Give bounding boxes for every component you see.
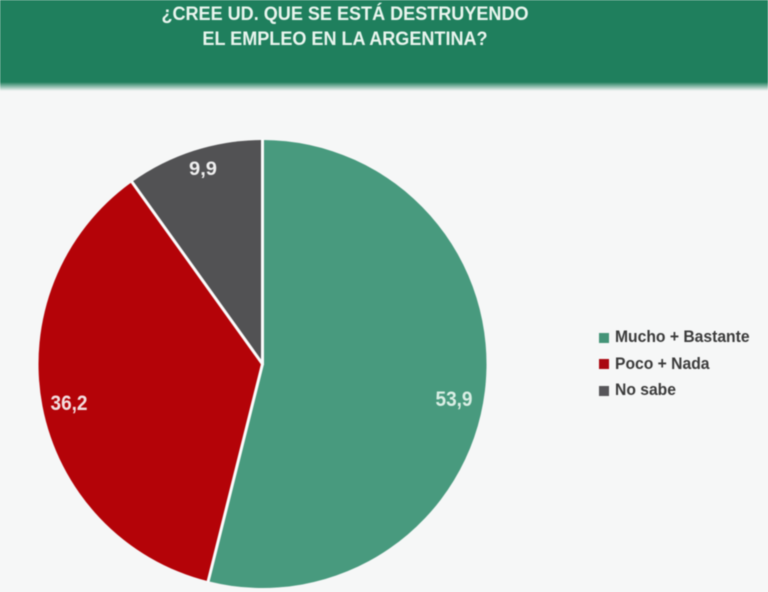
svg-text:36,2: 36,2	[51, 391, 88, 415]
svg-text:53,9: 53,9	[436, 387, 473, 411]
svg-text:9,9: 9,9	[189, 159, 217, 180]
